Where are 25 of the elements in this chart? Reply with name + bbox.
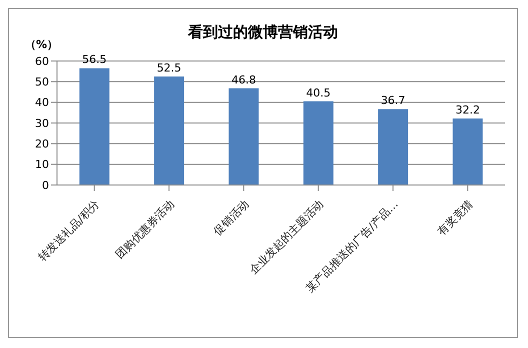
- chart-title: 看到过的微博营销活动: [188, 23, 338, 41]
- data-label: 32.2: [455, 103, 480, 116]
- x-tick-label: 促销活动: [211, 198, 252, 238]
- data-label: 52.5: [156, 62, 182, 74]
- y-tick-label: 60: [35, 54, 49, 68]
- y-axis-title: （%）: [25, 37, 58, 52]
- y-tick-label: 40: [35, 96, 49, 110]
- y-tick-label: 20: [35, 138, 49, 151]
- bar: [452, 118, 483, 185]
- bar: [79, 68, 110, 185]
- y-tick-label: 0: [42, 178, 49, 192]
- data-label: 36.7: [380, 94, 406, 108]
- data-label: 56.5: [82, 53, 107, 66]
- y-tick-label: 50: [35, 76, 49, 89]
- data-label: 40.5: [306, 86, 331, 100]
- y-tick-label: 30: [35, 116, 49, 130]
- bar: [154, 76, 184, 185]
- x-tick-label: 有奖竞猜: [435, 198, 476, 238]
- x-tick-label: 转发送礼品/积分: [36, 198, 102, 264]
- x-tick-label: 团购优惠券活动: [113, 198, 177, 262]
- y-tick-label: 10: [35, 158, 49, 172]
- data-label: 46.8: [231, 73, 256, 86]
- bar: [303, 101, 334, 185]
- bar: [228, 88, 259, 185]
- bar: [378, 109, 408, 185]
